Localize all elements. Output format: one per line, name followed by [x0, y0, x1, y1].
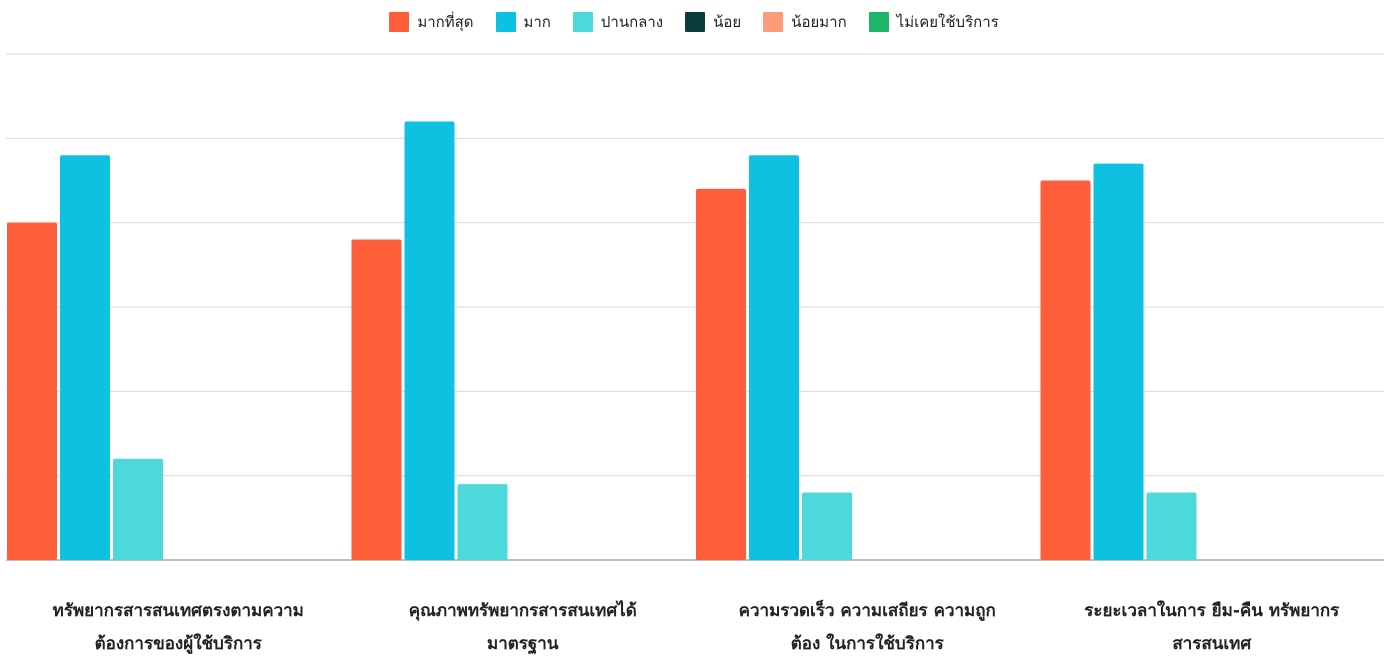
category-label-line: สารสนเทศ	[1172, 634, 1252, 654]
category-label-line: ต้อง ในการใช้บริการ	[790, 634, 944, 654]
legend-label: มากที่สุด	[417, 13, 474, 31]
category-label: ทรัพยากรสารสนเทศตรงตามความต้องการของผู้ใ…	[13, 595, 343, 661]
legend-label: ไม่เคยใช้บริการ	[896, 13, 999, 31]
legend-item: มาก	[495, 10, 551, 34]
bar	[7, 222, 57, 560]
category-label-line: ทรัพยากรสารสนเทศตรงตามความ	[52, 601, 304, 621]
legend-label: มาก	[523, 13, 551, 31]
legend-item: ไม่เคยใช้บริการ	[868, 10, 999, 34]
bar	[802, 492, 852, 560]
legend-swatch	[868, 12, 889, 32]
bar	[696, 188, 746, 560]
bar	[1040, 180, 1091, 560]
legend-label: ปานกลาง	[600, 13, 664, 31]
category-label-line: คุณภาพทรัพยากรสารสนเทศได้	[408, 601, 637, 621]
legend-swatch	[495, 12, 516, 32]
category-label: ความรวดเร็ว ความเสถียร ความถูกต้อง ในการ…	[702, 595, 1032, 661]
legend: มากที่สุด มาก ปานกลาง น้อย น้อยมาก ไม่เคยใช้บ…	[0, 10, 1388, 34]
bar	[1093, 163, 1144, 560]
category-label-line: ต้องการของผู้ใช้บริการ	[94, 634, 262, 654]
legend-item: น้อย	[685, 10, 741, 34]
legend-swatch	[572, 12, 593, 32]
bar	[404, 121, 455, 560]
legend-item: น้อยมาก	[763, 10, 847, 34]
category-label-line: ระยะเวลาในการ ยืม-คืน ทรัพยากร	[1084, 601, 1340, 621]
bar	[113, 458, 163, 560]
legend-label: น้อยมาก	[791, 13, 847, 31]
legend-swatch	[685, 12, 706, 32]
bar	[1146, 492, 1197, 560]
category-label-line: ความรวดเร็ว ความเสถียร ความถูก	[738, 601, 996, 621]
category-label: คุณภาพทรัพยากรสารสนเทศได้มาตรฐาน	[358, 595, 688, 661]
bar	[60, 155, 110, 560]
legend-label: น้อย	[713, 13, 742, 31]
bar	[749, 155, 799, 560]
legend-item: มากที่สุด	[389, 10, 474, 34]
bar	[457, 484, 508, 560]
legend-swatch	[389, 12, 410, 32]
category-label-line: มาตรฐาน	[487, 634, 559, 654]
legend-swatch	[763, 12, 784, 32]
bar	[351, 239, 402, 561]
category-label: ระยะเวลาในการ ยืม-คืน ทรัพยากรสารสนเทศ	[1047, 595, 1377, 661]
legend-item: ปานกลาง	[572, 10, 664, 34]
